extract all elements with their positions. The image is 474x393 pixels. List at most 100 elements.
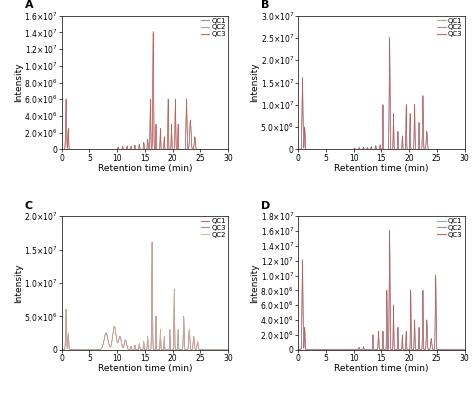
QC1: [190, 341, 196, 345]
QC3: [222, 347, 228, 352]
Line: QC2: QC2: [298, 230, 465, 350]
QC3: [222, 147, 228, 152]
QC3: [150, 31, 156, 36]
QC2: [400, 332, 405, 337]
QC2: [397, 347, 403, 352]
Y-axis label: Intensity: Intensity: [250, 263, 259, 303]
QC1: [304, 147, 310, 152]
QC3: [462, 147, 467, 152]
QC1: [462, 147, 467, 152]
QC3: [59, 347, 64, 352]
QC2: [163, 347, 169, 352]
Y-axis label: Intensity: Intensity: [14, 263, 23, 303]
X-axis label: Retention time (min): Retention time (min): [98, 364, 192, 373]
QC2: [103, 331, 109, 336]
QC1: [459, 147, 465, 152]
QC1: [462, 347, 467, 352]
QC2: [427, 147, 432, 152]
QC3: [387, 37, 392, 42]
QC1: [304, 347, 310, 352]
QC2: [149, 242, 155, 246]
QC3: [340, 147, 346, 152]
QC3: [225, 147, 231, 152]
QC1: [161, 347, 166, 352]
QC1: [427, 147, 432, 152]
QC3: [163, 347, 169, 352]
QC1: [68, 147, 74, 152]
QC1: [295, 147, 301, 152]
QC2: [459, 147, 465, 152]
QC2: [387, 35, 392, 39]
QC2: [400, 134, 405, 138]
QC2: [68, 147, 74, 152]
QC3: [305, 147, 310, 152]
QC3: [79, 147, 85, 152]
QC1: [305, 347, 310, 352]
QC2: [340, 147, 346, 152]
QC3: [340, 347, 346, 352]
Line: QC3: QC3: [62, 34, 228, 149]
QC2: [447, 147, 453, 152]
QC3: [397, 347, 403, 352]
QC2: [340, 347, 346, 352]
QC1: [163, 347, 169, 352]
QC1: [190, 147, 196, 152]
QC1: [103, 147, 109, 152]
QC3: [103, 147, 109, 152]
QC2: [462, 147, 467, 152]
QC1: [427, 347, 432, 352]
QC2: [222, 147, 228, 152]
QC3: [225, 347, 231, 352]
QC2: [161, 147, 166, 152]
QC2: [447, 347, 453, 352]
Text: A: A: [25, 0, 34, 10]
QC1: [340, 147, 346, 152]
QC2: [59, 147, 64, 152]
QC3: [103, 331, 109, 335]
QC1: [222, 147, 228, 152]
Line: QC3: QC3: [298, 39, 465, 149]
Y-axis label: Intensity: Intensity: [14, 63, 23, 102]
QC1: [387, 229, 392, 233]
QC2: [462, 347, 467, 352]
QC2: [305, 347, 310, 352]
QC2: [150, 29, 156, 34]
QC3: [427, 147, 432, 152]
QC1: [387, 36, 392, 40]
Text: B: B: [261, 0, 270, 10]
QC3: [161, 147, 166, 152]
QC3: [161, 347, 166, 352]
QC3: [462, 347, 467, 352]
QC3: [459, 347, 465, 352]
QC1: [163, 147, 169, 152]
QC3: [315, 147, 321, 152]
QC2: [305, 147, 310, 152]
QC1: [225, 347, 231, 352]
QC2: [295, 347, 301, 352]
QC3: [59, 147, 64, 152]
QC1: [161, 147, 166, 151]
QC1: [397, 147, 403, 152]
QC1: [400, 332, 405, 337]
QC3: [149, 239, 155, 244]
QC2: [190, 147, 196, 152]
QC3: [400, 134, 405, 138]
QC2: [79, 347, 85, 352]
Line: QC1: QC1: [62, 33, 228, 149]
Legend: QC1, QC2, QC3: QC1, QC2, QC3: [437, 218, 463, 238]
QC2: [295, 147, 301, 152]
QC1: [68, 347, 74, 352]
QC2: [225, 147, 231, 152]
QC3: [400, 333, 405, 338]
Line: QC1: QC1: [298, 38, 465, 149]
QC3: [190, 341, 196, 345]
Line: QC1: QC1: [62, 243, 228, 350]
QC1: [400, 134, 405, 138]
QC2: [459, 347, 465, 352]
QC1: [59, 347, 64, 352]
QC3: [210, 347, 216, 352]
QC3: [295, 347, 301, 352]
QC1: [68, 347, 73, 352]
QC1: [103, 331, 109, 336]
QC1: [59, 147, 64, 152]
